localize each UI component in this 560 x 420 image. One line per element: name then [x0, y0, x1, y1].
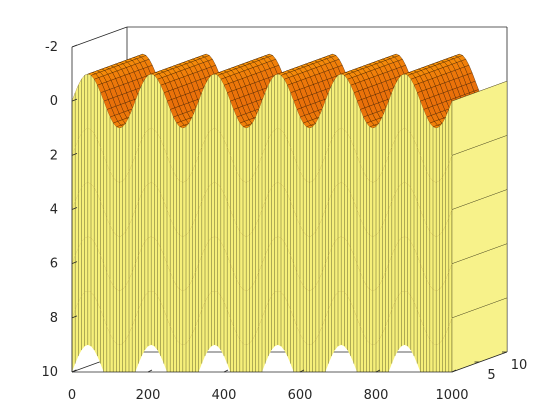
- x-axis-ticks: 0 200 400 600 800 1000: [68, 369, 469, 403]
- y-tick-label: 5: [487, 368, 495, 383]
- box-edge-back: [71, 26, 128, 48]
- z-tick-label: 8: [50, 311, 58, 326]
- x-tick-label: 400: [212, 388, 237, 403]
- x-tick-label: 1000: [435, 388, 468, 403]
- surface-layers: [71, 53, 508, 373]
- z-axis-ticks: -2 0 2 4 6 8 10: [41, 40, 78, 380]
- z-tick-label: -2: [45, 40, 58, 55]
- y-tick-label: 10: [511, 358, 528, 373]
- y-axis-ticks: 5 10: [474, 351, 528, 383]
- z-tick-label: 10: [41, 365, 58, 380]
- x-tick-label: 0: [68, 388, 76, 403]
- z-tick-label: 0: [50, 94, 58, 109]
- x-tick-label: 200: [136, 388, 161, 403]
- x-tick-label: 600: [288, 388, 313, 403]
- surface-layer-0: [71, 53, 508, 183]
- z-tick-label: 6: [50, 257, 58, 272]
- z-tick-label: 4: [50, 203, 58, 218]
- x-tick-label: 800: [364, 388, 389, 403]
- z-tick-label: 2: [50, 148, 58, 163]
